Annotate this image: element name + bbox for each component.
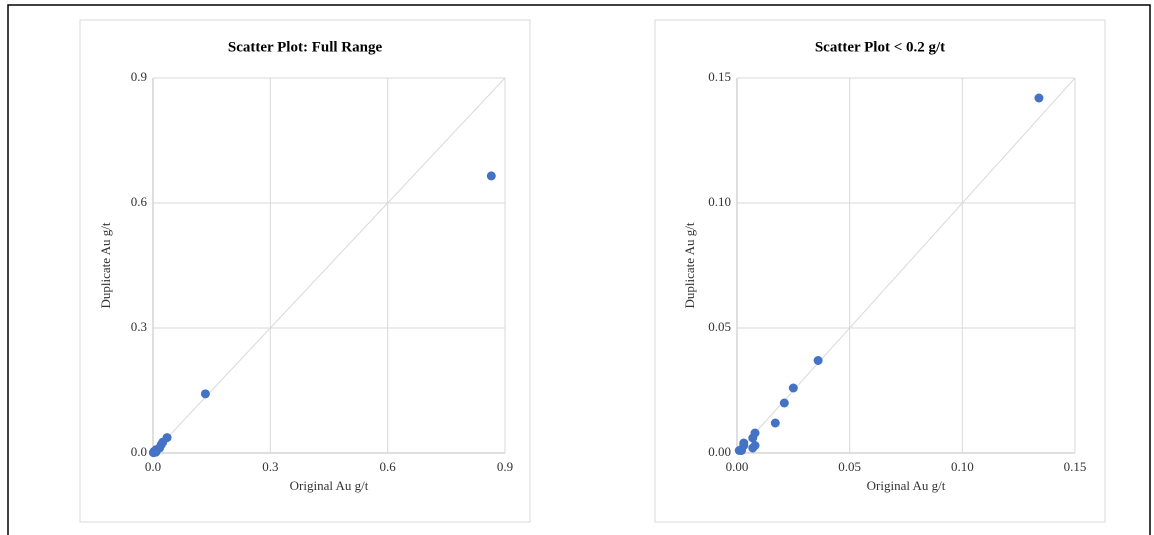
point bbox=[748, 443, 758, 453]
point bbox=[813, 356, 823, 365]
y-tick-label: 0.0 bbox=[131, 444, 147, 459]
chart-box bbox=[79, 19, 531, 523]
point bbox=[770, 418, 780, 428]
x-axis-label: Original Au g/t bbox=[867, 478, 946, 493]
point bbox=[734, 446, 744, 455]
y-tick-label: 0.10 bbox=[708, 194, 731, 209]
x-tick-label: 0.9 bbox=[497, 459, 513, 474]
chart-box bbox=[654, 19, 1106, 523]
x-tick-label: 0.3 bbox=[262, 459, 278, 474]
y-tick-label: 0.6 bbox=[131, 194, 148, 209]
chart-title: Scatter Plot < 0.2 g/t bbox=[815, 39, 945, 55]
y-axis-label: Duplicate Au g/t bbox=[682, 222, 697, 308]
point bbox=[788, 383, 798, 393]
chart-title: Scatter Plot: Full Range bbox=[228, 39, 383, 55]
point bbox=[148, 448, 158, 458]
point bbox=[748, 433, 758, 443]
frame bbox=[7, 4, 1151, 535]
x-tick-label: 0.05 bbox=[838, 459, 861, 474]
x-tick-label: 0.0 bbox=[145, 459, 161, 474]
y-axis-label: Duplicate Au g/t bbox=[98, 222, 113, 308]
y-tick-label: 0.9 bbox=[131, 69, 147, 84]
y-tick-label: 0.3 bbox=[131, 319, 147, 334]
x-tick-label: 0.00 bbox=[726, 459, 749, 474]
x-tick-label: 0.15 bbox=[1064, 459, 1087, 474]
point bbox=[200, 389, 210, 399]
x-axis-label: Original Au g/t bbox=[290, 478, 369, 493]
x-tick-label: 0.6 bbox=[380, 459, 397, 474]
diagonal bbox=[152, 77, 506, 454]
point bbox=[1034, 93, 1044, 103]
point bbox=[779, 398, 789, 408]
y-tick-label: 0.05 bbox=[708, 319, 731, 334]
x-tick-label: 0.10 bbox=[951, 459, 974, 474]
point bbox=[486, 171, 496, 181]
y-tick-label: 0.15 bbox=[708, 69, 731, 84]
y-tick-label: 0.00 bbox=[708, 444, 731, 459]
